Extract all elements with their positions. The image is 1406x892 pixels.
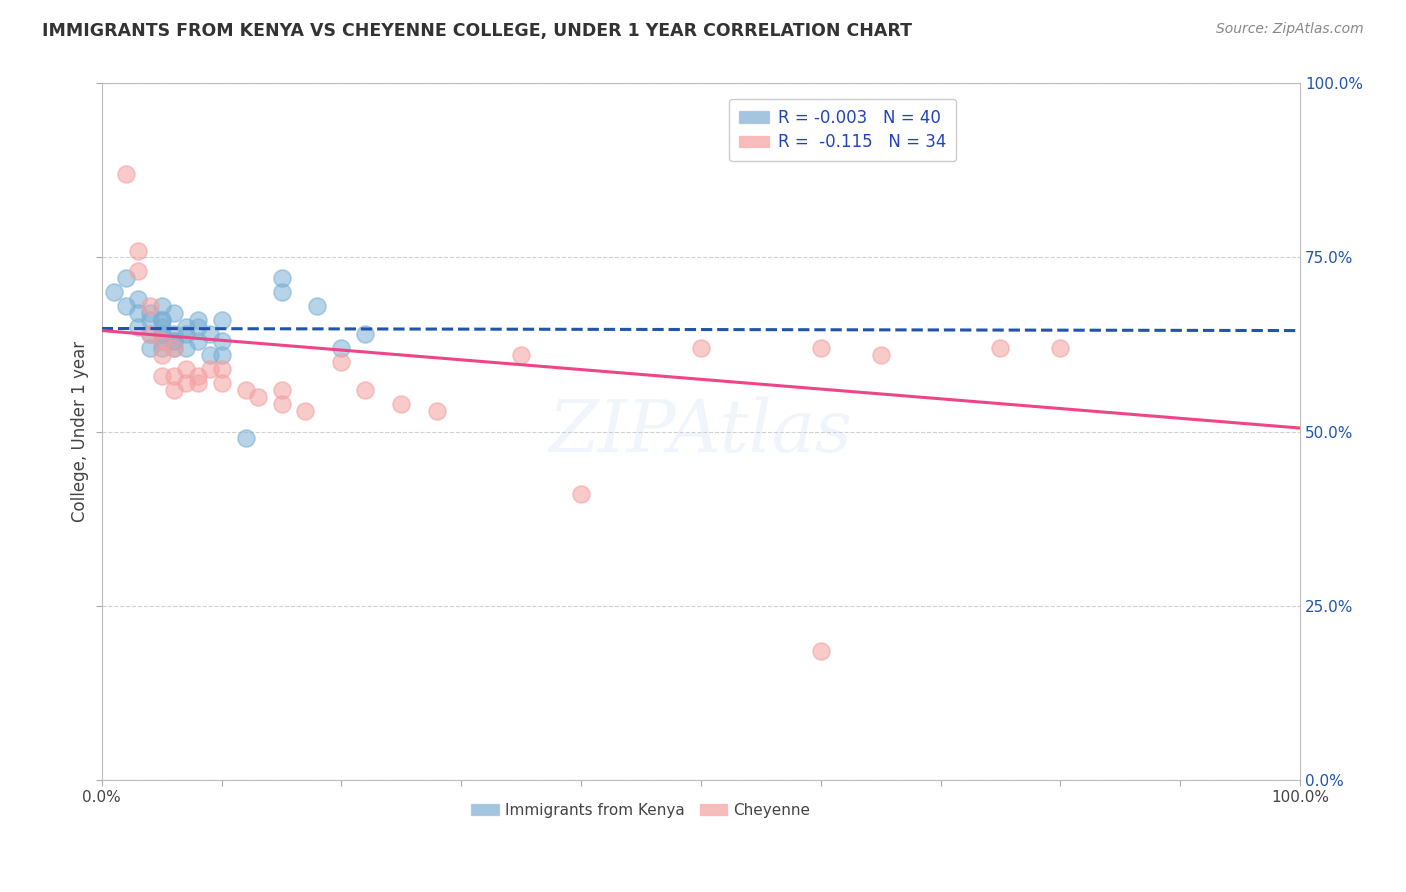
Point bbox=[270, 285, 292, 300]
Point bbox=[150, 299, 173, 313]
Point bbox=[354, 327, 377, 342]
Point bbox=[211, 334, 233, 348]
Point bbox=[354, 383, 377, 397]
Point bbox=[163, 327, 186, 342]
Point bbox=[294, 403, 316, 417]
Point bbox=[174, 341, 197, 355]
Point bbox=[198, 327, 221, 342]
Point bbox=[187, 368, 209, 383]
Point bbox=[150, 313, 173, 327]
Point bbox=[103, 285, 125, 300]
Point bbox=[569, 487, 592, 501]
Point bbox=[163, 341, 186, 355]
Point bbox=[127, 306, 149, 320]
Point bbox=[163, 306, 186, 320]
Point bbox=[187, 313, 209, 327]
Point bbox=[235, 383, 257, 397]
Point bbox=[187, 334, 209, 348]
Point bbox=[138, 327, 160, 342]
Point bbox=[174, 376, 197, 390]
Point bbox=[330, 341, 353, 355]
Point bbox=[114, 167, 136, 181]
Point bbox=[270, 397, 292, 411]
Point bbox=[150, 327, 173, 342]
Point bbox=[810, 644, 832, 658]
Point bbox=[138, 299, 160, 313]
Point bbox=[127, 264, 149, 278]
Point bbox=[198, 362, 221, 376]
Point bbox=[211, 348, 233, 362]
Point bbox=[114, 271, 136, 285]
Point bbox=[127, 320, 149, 334]
Point bbox=[211, 362, 233, 376]
Point bbox=[150, 313, 173, 327]
Point bbox=[163, 334, 186, 348]
Point bbox=[510, 348, 533, 362]
Point bbox=[810, 341, 832, 355]
Point bbox=[690, 341, 713, 355]
Point bbox=[174, 362, 197, 376]
Point bbox=[211, 313, 233, 327]
Point bbox=[174, 320, 197, 334]
Point bbox=[426, 403, 449, 417]
Point bbox=[174, 327, 197, 342]
Point bbox=[138, 341, 160, 355]
Point bbox=[330, 355, 353, 369]
Point bbox=[869, 348, 891, 362]
Point bbox=[211, 376, 233, 390]
Point bbox=[270, 383, 292, 397]
Point bbox=[114, 299, 136, 313]
Point bbox=[127, 244, 149, 258]
Point bbox=[246, 390, 269, 404]
Point bbox=[198, 348, 221, 362]
Point bbox=[163, 341, 186, 355]
Point bbox=[163, 334, 186, 348]
Point bbox=[150, 320, 173, 334]
Point bbox=[150, 348, 173, 362]
Point bbox=[138, 327, 160, 342]
Text: Source: ZipAtlas.com: Source: ZipAtlas.com bbox=[1216, 22, 1364, 37]
Point bbox=[138, 306, 160, 320]
Point bbox=[150, 327, 173, 342]
Point bbox=[150, 341, 173, 355]
Point bbox=[150, 334, 173, 348]
Point bbox=[127, 292, 149, 306]
Point bbox=[150, 368, 173, 383]
Point bbox=[270, 271, 292, 285]
Y-axis label: College, Under 1 year: College, Under 1 year bbox=[72, 341, 89, 522]
Point bbox=[187, 320, 209, 334]
Point bbox=[150, 334, 173, 348]
Text: IMMIGRANTS FROM KENYA VS CHEYENNE COLLEGE, UNDER 1 YEAR CORRELATION CHART: IMMIGRANTS FROM KENYA VS CHEYENNE COLLEG… bbox=[42, 22, 912, 40]
Text: ZIPAtlas: ZIPAtlas bbox=[548, 396, 853, 467]
Point bbox=[307, 299, 329, 313]
Legend: Immigrants from Kenya, Cheyenne: Immigrants from Kenya, Cheyenne bbox=[465, 797, 817, 824]
Point bbox=[187, 376, 209, 390]
Point bbox=[235, 432, 257, 446]
Point bbox=[163, 368, 186, 383]
Point bbox=[990, 341, 1012, 355]
Point bbox=[163, 383, 186, 397]
Point bbox=[1049, 341, 1071, 355]
Point bbox=[138, 313, 160, 327]
Point bbox=[389, 397, 412, 411]
